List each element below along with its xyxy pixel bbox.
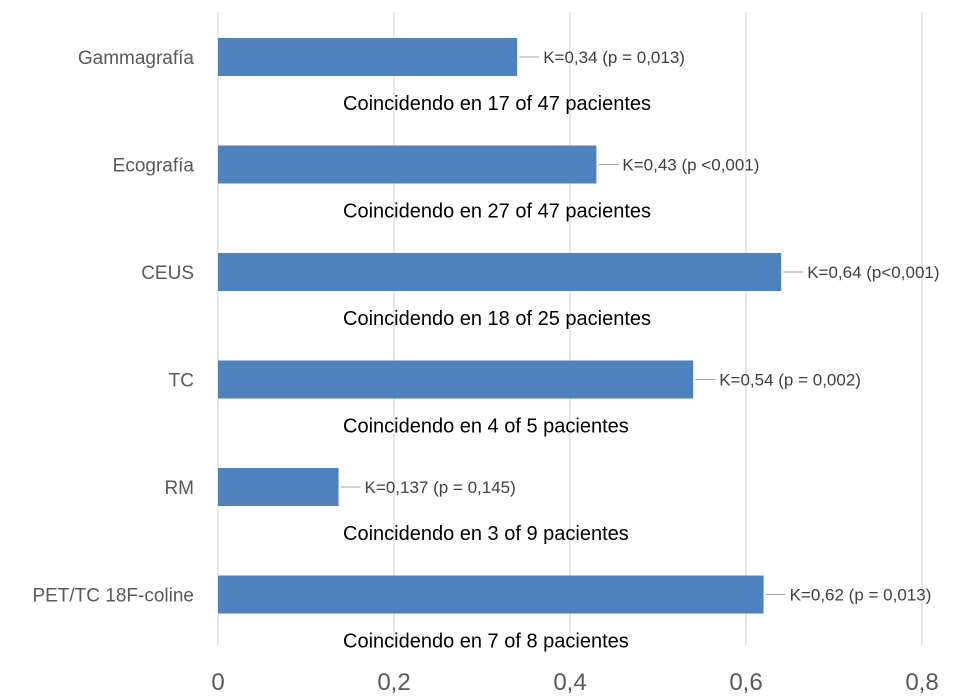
bar [218,145,597,184]
x-axis-ticks: 0 0,2 0,4 0,6 0,8 [211,669,938,696]
annotation: Coincidendo en 4 of 5 pacientes [343,416,629,438]
bar [218,253,782,291]
data-label: K=0,43 (p <0,001) [622,156,759,175]
x-tick-label: 0,8 [905,669,938,696]
category-label: Ecografía [113,156,195,177]
category-label: RM [164,478,194,499]
bar [218,468,339,506]
data-label: K=0,34 (p = 0,013) [543,48,685,67]
x-tick-label: 0 [211,669,224,696]
x-tick-label: 0,6 [729,669,762,696]
category-label: PET/TC 18F-coline [32,586,194,607]
data-label: K=0,54 (p = 0,002) [719,371,861,390]
category-label: Gammagrafía [78,48,195,69]
annotation: Coincidendo en 3 of 9 pacientes [343,523,629,545]
annotation: Coincidendo en 18 of 25 pacientes [343,308,651,330]
annotation: Coincidendo en 17 of 47 pacientes [343,93,651,115]
bar [218,360,694,399]
x-tick-label: 0,2 [377,669,410,696]
bars [218,38,782,614]
bar [218,575,764,614]
annotation: Coincidendo en 27 of 47 pacientes [343,201,651,223]
gridlines [217,12,923,646]
data-label: K=0,137 (p = 0,145) [365,478,516,497]
x-tick-label: 0,4 [553,669,586,696]
category-label: CEUS [141,263,194,284]
category-label: TC [169,371,194,392]
annotation: Coincidendo en 7 of 8 pacientes [343,631,629,653]
data-label: K=0,62 (p = 0,013) [790,586,932,605]
data-label: K=0,64 (p<0,001) [807,263,939,282]
labels: Gammagrafía K=0,34 (p = 0,013) Coincidendo… [32,48,939,653]
bar [218,38,518,76]
